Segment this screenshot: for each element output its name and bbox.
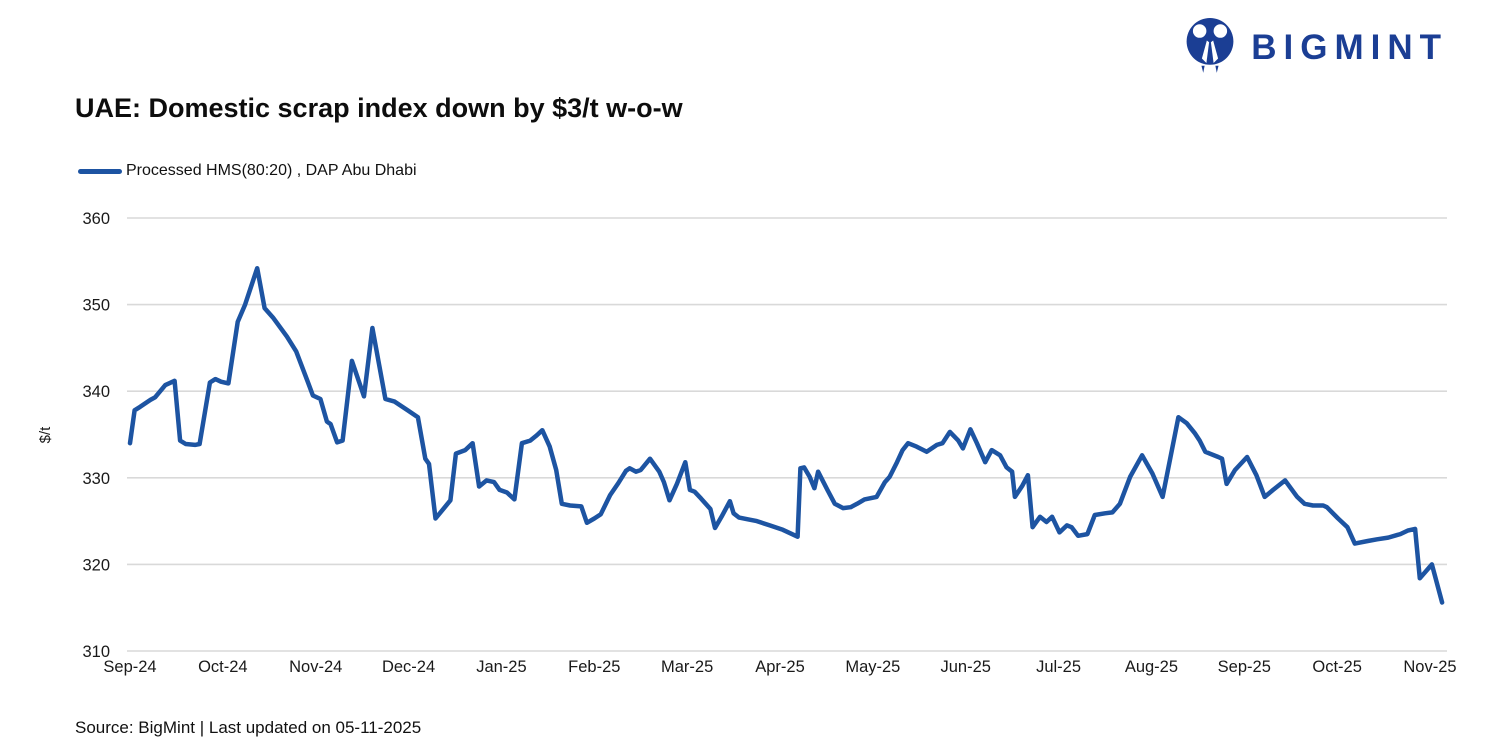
x-tick-label: Nov-25	[1403, 658, 1456, 676]
series-line	[127, 265, 1445, 605]
bigmint-logo-text: BIGMINT	[1251, 27, 1448, 67]
x-tick-label: Jan-25	[476, 658, 526, 676]
chart-legend: Processed HMS(80:20) , DAP Abu Dhabi	[78, 162, 417, 180]
x-tick-label: Sep-25	[1218, 658, 1271, 676]
x-tick-label: Nov-24	[289, 658, 342, 676]
y-tick-label: 310	[82, 643, 110, 661]
x-tick-label: Aug-25	[1125, 658, 1178, 676]
x-tick-label: Feb-25	[568, 658, 620, 676]
x-tick-label: Oct-24	[198, 658, 248, 676]
y-tick-label: 330	[82, 470, 110, 488]
x-tick-label: Oct-25	[1312, 658, 1362, 676]
y-tick-label: 350	[82, 297, 110, 315]
y-tick-label: 320	[82, 556, 110, 574]
legend-line-swatch	[78, 168, 122, 174]
x-tick-label: Dec-24	[382, 658, 435, 676]
x-tick-label: Jul-25	[1036, 658, 1081, 676]
x-tick-label: Jun-25	[940, 658, 990, 676]
source-note: Source: BigMint | Last updated on 05-11-…	[75, 718, 422, 737]
chart-title: UAE: Domestic scrap index down by $3/t w…	[75, 93, 683, 123]
x-axis-tick-labels: Sep-24 Oct-24 Nov-24 Dec-24 Jan-25 Feb-25 Mar-…	[103, 658, 1456, 676]
gridlines	[127, 217, 1447, 652]
x-tick-label: Sep-24	[103, 658, 156, 676]
y-tick-label: 360	[82, 210, 110, 228]
x-tick-label: Mar-25	[661, 658, 713, 676]
y-axis-title: $/t	[37, 426, 54, 444]
x-tick-label: Apr-25	[755, 658, 805, 676]
y-axis-tick-labels: 360 350 340 330 320 310	[82, 210, 110, 661]
y-tick-label: 340	[82, 383, 110, 401]
chart-svg: 360 350 340 330 320 310 Sep-24 Oct-24 Nov-24 Dec…	[37, 210, 1457, 676]
x-tick-label: May-25	[845, 658, 900, 676]
chart-area: 360 350 340 330 320 310 Sep-24 Oct-24 Nov-24 Dec…	[0, 195, 1500, 700]
bigmint-logo-icon	[1183, 16, 1237, 79]
legend-label: Processed HMS(80:20) , DAP Abu Dhabi	[126, 162, 417, 179]
bigmint-logo: BIGMINT	[1183, 16, 1448, 79]
